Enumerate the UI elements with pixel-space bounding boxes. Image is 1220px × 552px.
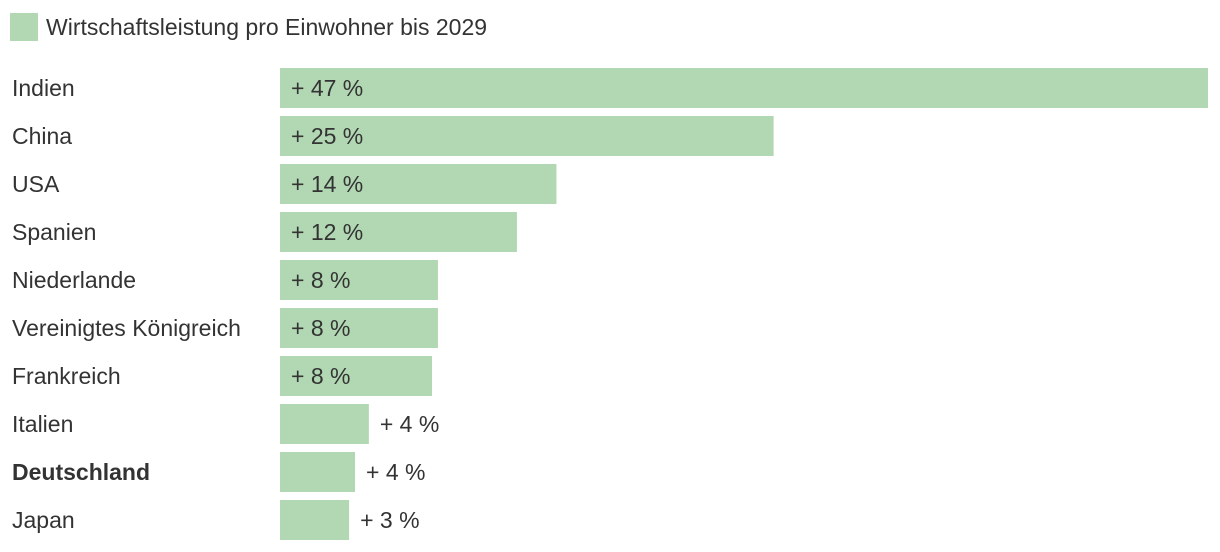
bar [280,164,557,204]
bar [280,212,517,252]
category-label: Indien [12,75,75,101]
bar [280,356,433,396]
category-label: Deutschland [12,459,150,485]
value-label: + 8 % [291,315,350,341]
bar [280,260,438,300]
bar [280,452,356,492]
bar [280,308,438,348]
bar [280,116,774,156]
category-label: China [12,123,72,149]
bar [280,404,369,444]
category-label: Frankreich [12,363,121,389]
value-label: + 25 % [291,123,363,149]
value-label: + 3 % [360,507,419,533]
category-label: Vereinigtes Königreich [12,315,241,341]
value-label: + 8 % [291,363,350,389]
value-label: + 12 % [291,219,363,245]
category-label: Spanien [12,219,96,245]
value-label: + 4 % [380,411,439,437]
value-label: + 4 % [366,459,425,485]
legend-swatch [10,13,38,41]
legend: Wirtschaftsleistung pro Einwohner bis 20… [10,12,487,42]
category-label: Italien [12,411,73,437]
category-label: Japan [12,507,75,533]
bar [280,68,1208,108]
bar [280,500,350,540]
legend-label: Wirtschaftsleistung pro Einwohner bis 20… [46,13,488,40]
category-label: Niederlande [12,267,136,293]
value-label: + 8 % [291,267,350,293]
value-label: + 47 % [291,75,363,101]
value-label: + 14 % [291,171,363,197]
category-label: USA [12,171,60,197]
